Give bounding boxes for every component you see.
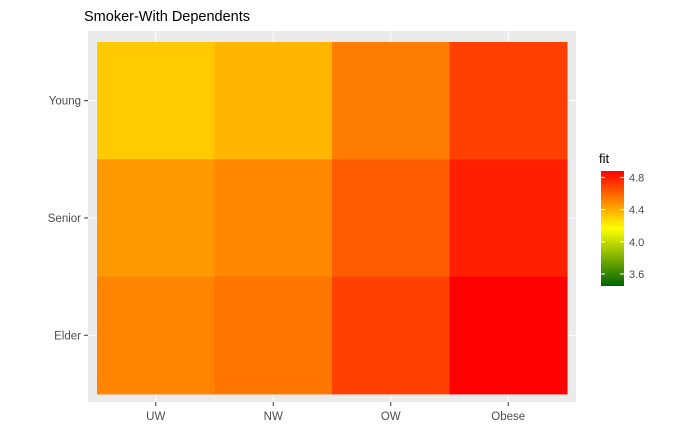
legend-colorbar bbox=[601, 171, 624, 286]
heatmap-cell bbox=[97, 42, 215, 160]
x-tick-label: UW bbox=[146, 411, 165, 423]
heatmap-cell bbox=[449, 276, 568, 395]
x-tick-label: NW bbox=[264, 411, 283, 423]
color-legend: fit 3.6 4.0 4.4 4.8 bbox=[599, 151, 644, 286]
legend-tick-label: 4.0 bbox=[629, 237, 644, 249]
legend-tick-label: 3.6 bbox=[629, 269, 644, 281]
heatmap-cell bbox=[214, 42, 333, 160]
x-axis: UW NW OW Obese bbox=[146, 402, 525, 423]
heatmap-cell bbox=[332, 42, 450, 160]
heatmap-cell bbox=[214, 276, 333, 395]
heatmap-cell bbox=[332, 276, 450, 395]
heatmap-cell bbox=[449, 42, 568, 160]
legend-tick-label: 4.8 bbox=[629, 172, 644, 184]
chart-title: Smoker-With Dependents bbox=[84, 9, 250, 25]
heatmap-cell bbox=[332, 159, 450, 278]
heatmap-cell bbox=[97, 159, 215, 278]
y-tick-label: Elder bbox=[54, 330, 81, 342]
heatmap-cell bbox=[449, 159, 568, 278]
heatmap-cells bbox=[97, 42, 568, 395]
x-tick-label: OW bbox=[381, 411, 401, 423]
y-tick-label: Young bbox=[49, 96, 81, 108]
heatmap-cell bbox=[97, 276, 215, 395]
legend-tick-label: 4.4 bbox=[629, 205, 644, 217]
y-axis: Young Senior Elder bbox=[48, 96, 88, 342]
x-tick-label: Obese bbox=[491, 411, 525, 423]
y-tick-label: Senior bbox=[48, 213, 81, 225]
legend-title: fit bbox=[599, 151, 610, 166]
heatmap-cell bbox=[214, 159, 333, 278]
